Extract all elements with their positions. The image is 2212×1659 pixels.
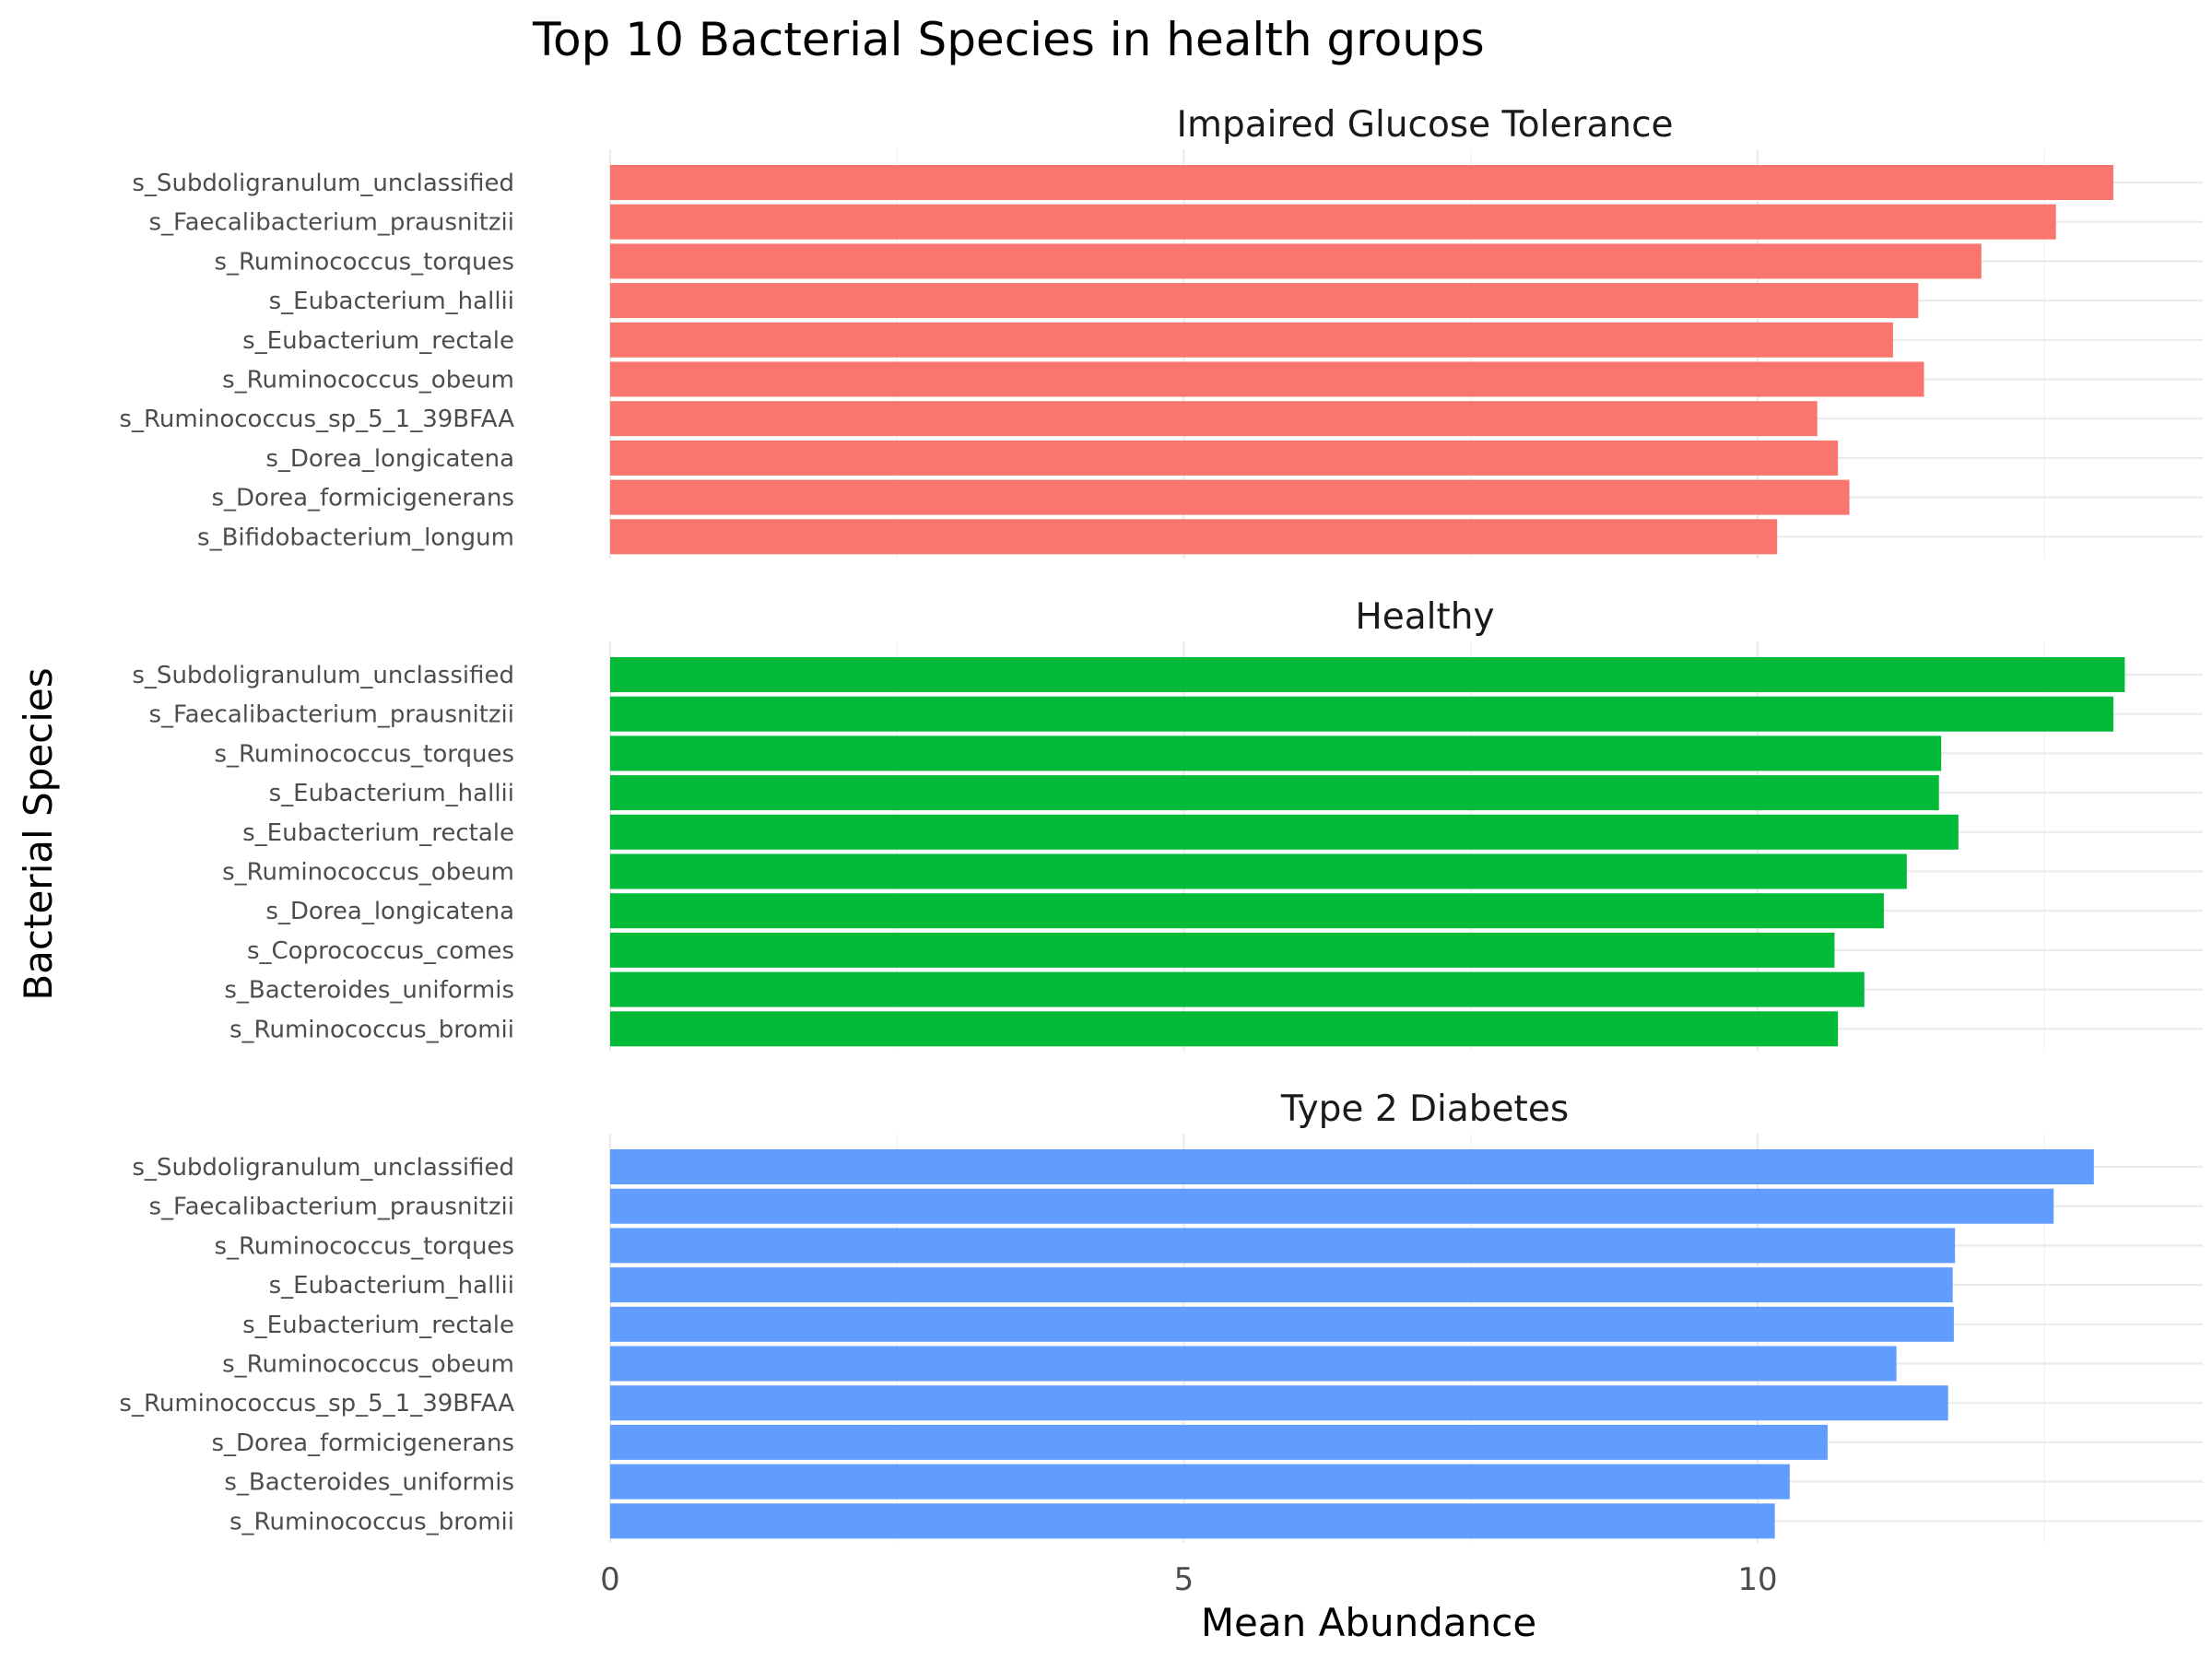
bar: [610, 1465, 1790, 1500]
bar: [610, 1267, 1953, 1302]
chart-title: Top 10 Bacterial Species in health group…: [532, 13, 1485, 66]
category-label: s_Subdoligranulum_unclassified: [132, 662, 514, 689]
category-label: s_Eubacterium_rectale: [242, 327, 514, 355]
category-label: s_Ruminococcus_torques: [214, 248, 514, 276]
bar: [610, 1307, 1954, 1342]
bar: [610, 854, 1907, 889]
bar: [610, 441, 1838, 476]
bar: [610, 1011, 1838, 1046]
bar: [610, 480, 1850, 515]
bar: [610, 1385, 1948, 1420]
bar: [610, 893, 1884, 928]
bar: [610, 1347, 1897, 1382]
bar: [610, 519, 1777, 554]
x-tick-label: 10: [1737, 1561, 1777, 1598]
category-label: s_Ruminococcus_bromii: [229, 1508, 514, 1535]
bar: [610, 401, 1818, 436]
category-label: s_Dorea_formicigenerans: [211, 1430, 514, 1457]
x-axis-title: Mean Abundance: [1201, 1600, 1536, 1645]
panel-title: Healthy: [1355, 596, 1494, 638]
bar: [610, 1189, 2053, 1224]
bar: [610, 165, 2113, 200]
category-label: s_Eubacterium_hallii: [269, 288, 514, 315]
category-label: s_Ruminococcus_bromii: [229, 1016, 514, 1043]
bar: [610, 243, 1982, 278]
bar: [610, 283, 1918, 318]
panel-3: Type 2 Diabetes s_Subdoligranulum_unclass…: [119, 1088, 2203, 1543]
y-axis-title: Bacterial Species: [16, 667, 61, 1000]
category-label: s_Ruminococcus_sp_5_1_39BFAA: [119, 1390, 514, 1418]
bar: [610, 205, 2056, 240]
bar: [610, 735, 1941, 771]
bar: [610, 775, 1939, 810]
category-label: s_Faecalibacterium_prausnitzii: [149, 1194, 515, 1221]
category-label: s_Ruminococcus_obeum: [222, 367, 514, 394]
panels-layer: Impaired Glucose Tolerance s_Subdoligranu…: [119, 104, 2203, 1543]
panel-title: Impaired Glucose Tolerance: [1176, 104, 1673, 146]
panel-2: Healthy s_Subdoligranulum_unclassified s_F…: [132, 596, 2203, 1051]
category-label: s_Dorea_formicigenerans: [211, 485, 514, 512]
category-label: s_Eubacterium_hallii: [269, 780, 514, 807]
category-label: s_Eubacterium_hallii: [269, 1272, 514, 1300]
bar: [610, 972, 1865, 1007]
category-label: s_Bacteroides_uniformis: [224, 977, 514, 1005]
category-label: s_Ruminococcus_obeum: [222, 1351, 514, 1379]
bar: [610, 1425, 1828, 1460]
bar: [610, 933, 1834, 968]
category-label: s_Ruminococcus_obeum: [222, 859, 514, 887]
category-label: s_Coprococcus_comes: [247, 937, 514, 965]
category-label: s_Ruminococcus_torques: [214, 1232, 514, 1260]
bar: [610, 362, 1924, 397]
bar: [610, 657, 2124, 692]
category-label: s_Ruminococcus_sp_5_1_39BFAA: [119, 406, 514, 433]
category-label: s_Bifidobacterium_longum: [197, 524, 514, 551]
category-label: s_Bacteroides_uniformis: [224, 1469, 514, 1497]
x-tick-label: 5: [1174, 1561, 1194, 1598]
category-label: s_Dorea_longicatena: [265, 898, 514, 925]
panel-1: Impaired Glucose Tolerance s_Subdoligranu…: [119, 104, 2203, 559]
bar: [610, 1228, 1955, 1263]
category-label: s_Subdoligranulum_unclassified: [132, 1154, 514, 1182]
bar: [610, 323, 1893, 358]
x-tick-label: 0: [600, 1561, 620, 1598]
category-label: s_Faecalibacterium_prausnitzii: [149, 209, 515, 237]
panel-title: Type 2 Diabetes: [1280, 1088, 1569, 1130]
bar: [610, 697, 2113, 732]
bar: [610, 1149, 2094, 1184]
category-label: s_Dorea_longicatena: [265, 445, 514, 473]
category-label: s_Eubacterium_rectale: [242, 819, 514, 847]
category-label: s_Ruminococcus_torques: [214, 740, 514, 768]
bar: [610, 815, 1959, 850]
category-label: s_Subdoligranulum_unclassified: [132, 170, 514, 197]
category-label: s_Faecalibacterium_prausnitzii: [149, 701, 515, 729]
x-ticks-layer: 0 5 10: [600, 1561, 1777, 1598]
category-label: s_Eubacterium_rectale: [242, 1312, 514, 1339]
bar: [610, 1503, 1775, 1538]
